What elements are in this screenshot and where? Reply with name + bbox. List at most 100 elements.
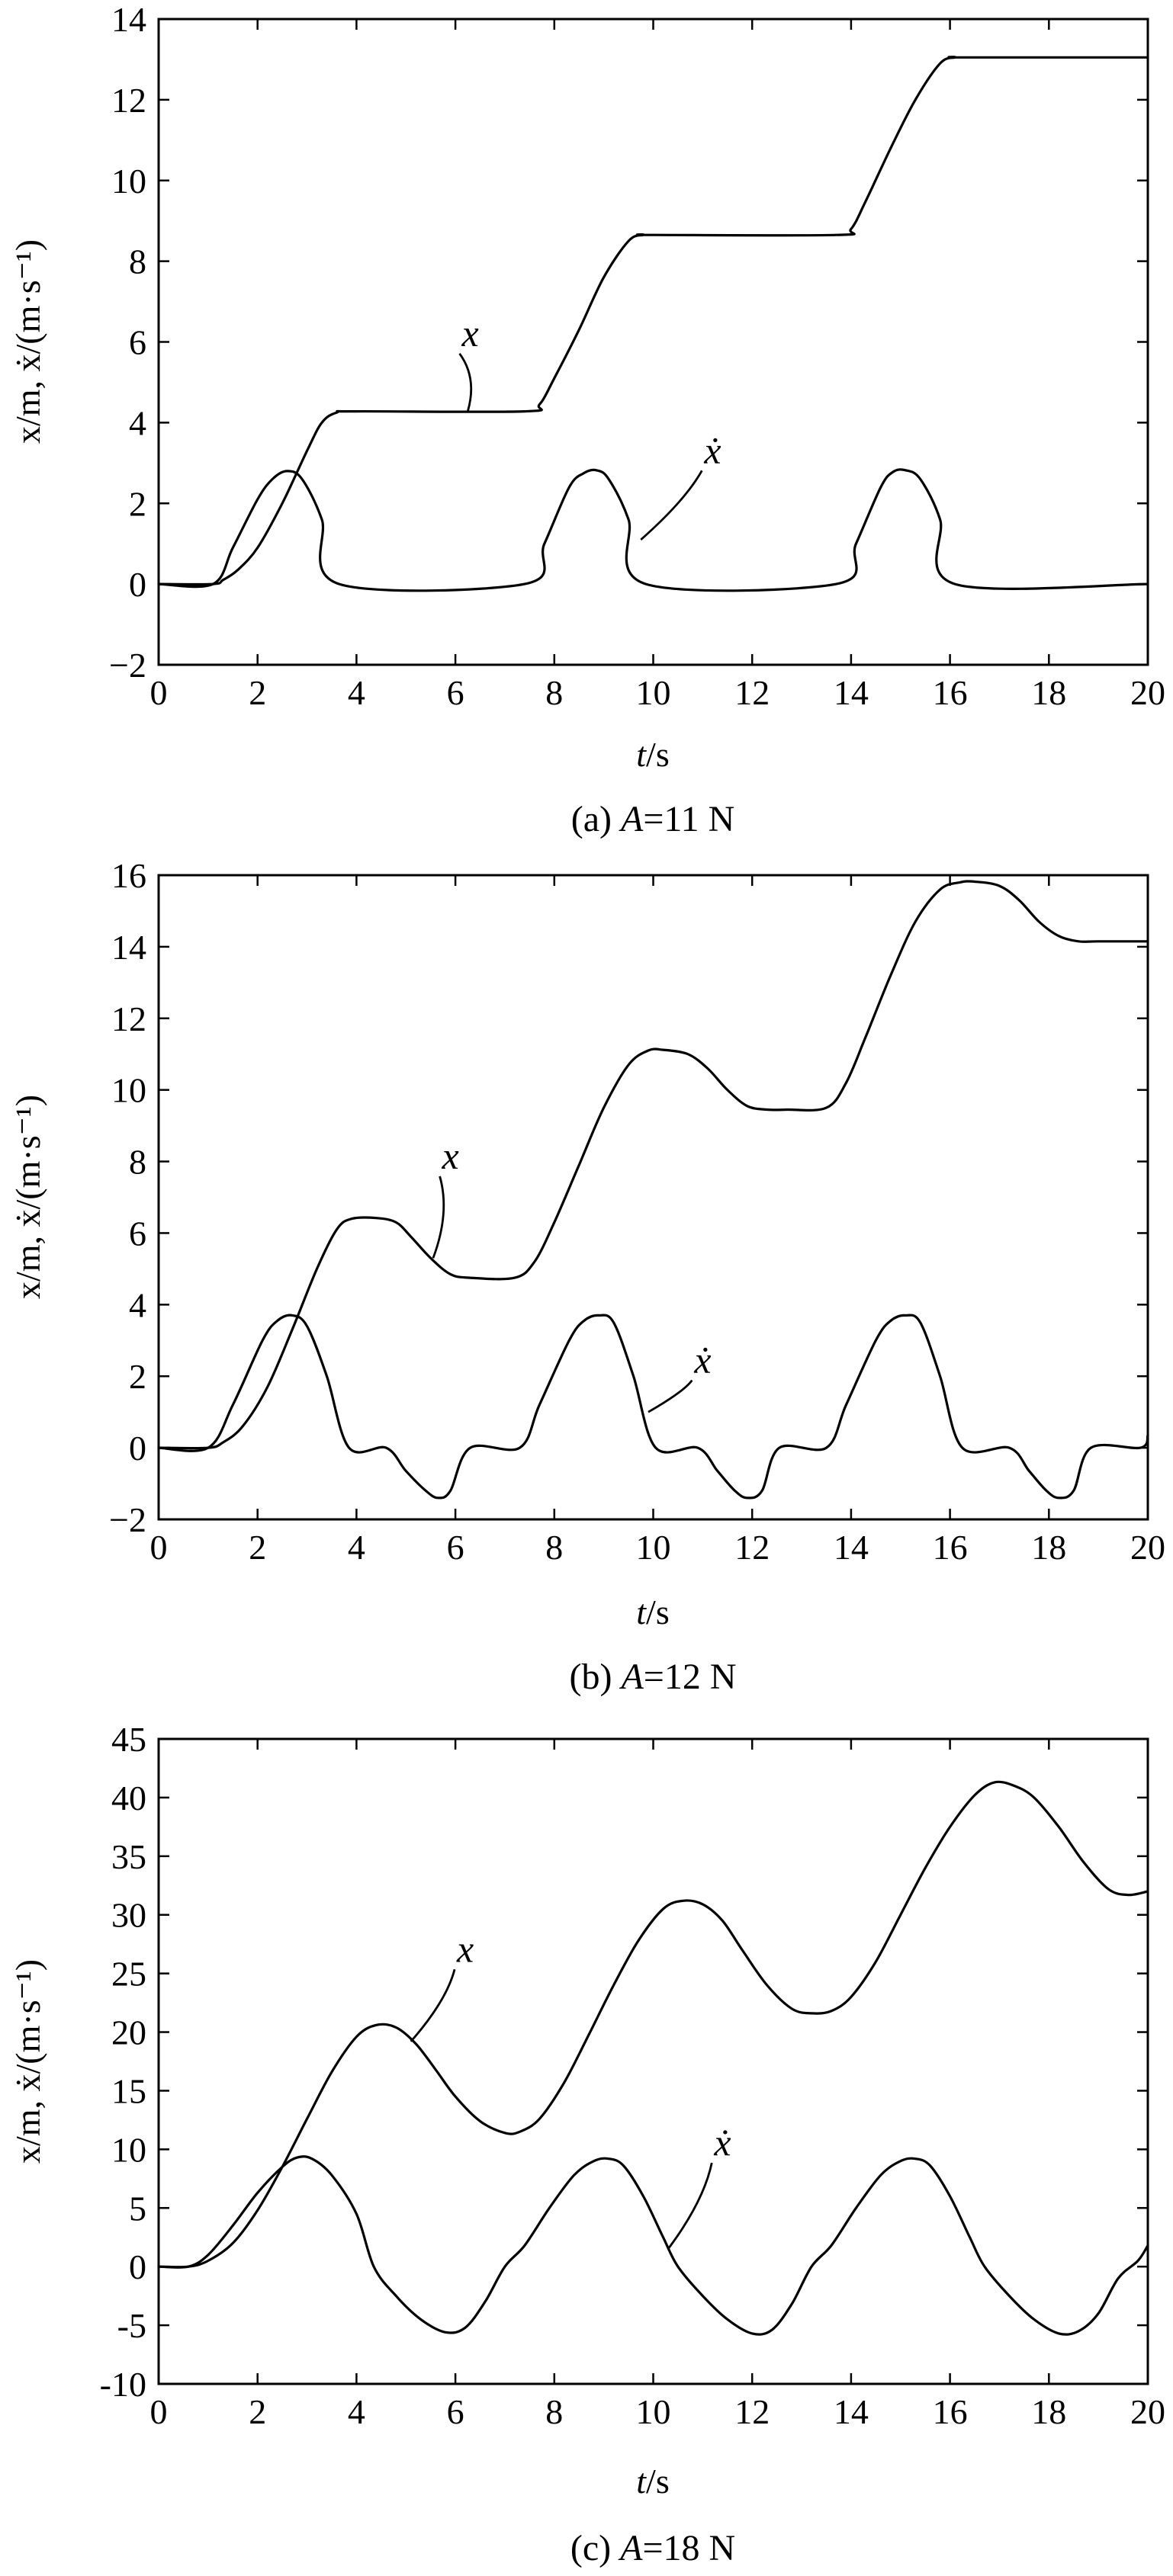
- x-tick-label: 12: [734, 673, 770, 712]
- x-tick-label: 14: [834, 1528, 869, 1567]
- y-tick-label: 8: [129, 1143, 146, 1182]
- x-tick-label: 18: [1031, 1528, 1066, 1567]
- x-tick-label: 14: [834, 673, 869, 712]
- x-tick-label: 12: [734, 1528, 770, 1567]
- caption-suffix: =11 N: [643, 799, 734, 839]
- curve-label-leader: [667, 2162, 713, 2250]
- caption-prefix: (c): [570, 2528, 620, 2568]
- y-tick-labels: -10 -5 0 5 10 15 20 25 30 35 40 45: [100, 1720, 146, 2404]
- y-axis-label: x/m, ẋ/(m·s⁻¹): [8, 1959, 47, 2164]
- curve-leaders: xẋ: [432, 1134, 711, 1413]
- y-tick-label: 2: [129, 484, 146, 523]
- y-tick-label: 40: [111, 1779, 146, 1817]
- curve-label-leader: [648, 1379, 693, 1413]
- y-tick-label: 14: [111, 0, 146, 39]
- x-axis-label: t/s: [636, 1593, 669, 1631]
- y-tick-label: 0: [129, 1429, 146, 1468]
- curve-leaders: xẋ: [410, 1927, 731, 2250]
- y-tick-label: 45: [111, 1720, 146, 1759]
- y-tick-label: -5: [117, 2306, 146, 2345]
- y-tick-label: 15: [111, 2071, 146, 2110]
- series-x-displacement-line: [157, 880, 1149, 1450]
- x-axis-label-var: t: [636, 1593, 647, 1631]
- series-x-displacement-line: [157, 56, 1149, 586]
- plot-area-frame: [157, 874, 1149, 1521]
- y-axis-label: x/m, ẋ/(m·s⁻¹): [8, 1095, 47, 1299]
- y-tick-label: 25: [111, 1955, 146, 1994]
- x-tick-label: 4: [348, 2392, 365, 2431]
- x-tick-label: 2: [249, 673, 266, 712]
- curve-label-x-dot: ẋ: [693, 1339, 711, 1381]
- curves: [157, 56, 1149, 592]
- tick-marks: [157, 1737, 1149, 2385]
- y-tick-labels: −2 0 2 4 6 8 10 12 14 16: [109, 856, 146, 1539]
- x-tick-label: 12: [734, 2392, 770, 2431]
- x-tick-label: 20: [1130, 673, 1165, 712]
- series-x-displacement-line: [157, 1780, 1149, 2269]
- x-tick-label: 18: [1031, 2392, 1066, 2431]
- caption-suffix: =12 N: [644, 1657, 737, 1697]
- y-tick-label: 10: [111, 1071, 146, 1110]
- x-tick-label: 16: [933, 2392, 968, 2431]
- x-tick-label: 16: [933, 1528, 968, 1567]
- x-tick-label: 2: [249, 2392, 266, 2431]
- y-tick-label: 2: [129, 1357, 146, 1396]
- tick-marks: [157, 874, 1149, 1521]
- x-tick-label: 0: [150, 2392, 168, 2431]
- x-tick-label: 10: [636, 673, 671, 712]
- x-tick-label: 6: [447, 673, 464, 712]
- curve-label-x-dot: ẋ: [703, 428, 721, 471]
- x-tick-labels: 0 2 4 6 8 10 12 14 16 18 20: [150, 2392, 1166, 2431]
- y-tick-label: 10: [111, 162, 146, 200]
- x-tick-label: 14: [834, 2392, 869, 2431]
- curve-label-x: x: [442, 1134, 459, 1177]
- y-tick-labels: −2 0 2 4 6 8 10 12 14: [109, 0, 146, 685]
- y-tick-label: 0: [129, 565, 146, 604]
- x-tick-label: 20: [1130, 1528, 1165, 1567]
- x-axis-label-unit: /s: [646, 1593, 670, 1631]
- x-axis-label: t/s: [636, 735, 669, 774]
- x-tick-label: 18: [1031, 673, 1066, 712]
- x-tick-label: 4: [348, 673, 365, 712]
- series-x-dot-velocity-line: [157, 1314, 1149, 1500]
- x-tick-labels: 0 2 4 6 8 10 12 14 16 18 20: [150, 673, 1166, 712]
- x-axis-label: t/s: [636, 2462, 669, 2501]
- y-tick-label: 20: [111, 2013, 146, 2052]
- series-x-dot-velocity-line: [157, 2155, 1149, 2336]
- curve-label-x-dot: ẋ: [713, 2121, 731, 2164]
- caption-var: A: [619, 1657, 644, 1697]
- x-axis-label-var: t: [636, 2462, 647, 2501]
- y-tick-label: 14: [111, 928, 146, 967]
- x-tick-label: 8: [545, 2392, 563, 2431]
- plot-area-frame: [157, 1737, 1149, 2385]
- series-x-dot-velocity-line: [157, 468, 1149, 592]
- x-axis-label-unit: /s: [646, 735, 670, 774]
- x-tick-label: 6: [447, 1528, 464, 1567]
- caption-var: A: [618, 2528, 643, 2568]
- x-tick-label: 10: [636, 2392, 671, 2431]
- caption-prefix: (a): [571, 799, 621, 839]
- curves: [157, 1780, 1149, 2336]
- x-axis-label-unit: /s: [646, 2462, 670, 2501]
- plot-area-frame: [157, 18, 1149, 666]
- x-tick-label: 8: [545, 1528, 563, 1567]
- curve-label-x: x: [461, 312, 478, 354]
- x-tick-labels: 0 2 4 6 8 10 12 14 16 18 20: [150, 1528, 1166, 1567]
- y-tick-label: -10: [100, 2365, 146, 2404]
- x-tick-label: 6: [447, 2392, 464, 2431]
- panel-caption: (c) A=18 N: [570, 2528, 735, 2568]
- x-tick-label: 16: [933, 673, 968, 712]
- caption-prefix: (b): [569, 1657, 621, 1697]
- caption-suffix: =18 N: [642, 2528, 735, 2568]
- x-axis-label-var: t: [636, 735, 647, 774]
- y-tick-label: 12: [111, 999, 146, 1038]
- x-tick-label: 2: [249, 1528, 266, 1567]
- panel-caption: (a) A=11 N: [571, 799, 735, 839]
- x-tick-label: 0: [150, 1528, 168, 1567]
- curve-label-leader: [432, 1176, 445, 1259]
- curve-leaders: xẋ: [458, 312, 721, 541]
- caption-var: A: [619, 799, 644, 839]
- y-tick-label: 35: [111, 1837, 146, 1876]
